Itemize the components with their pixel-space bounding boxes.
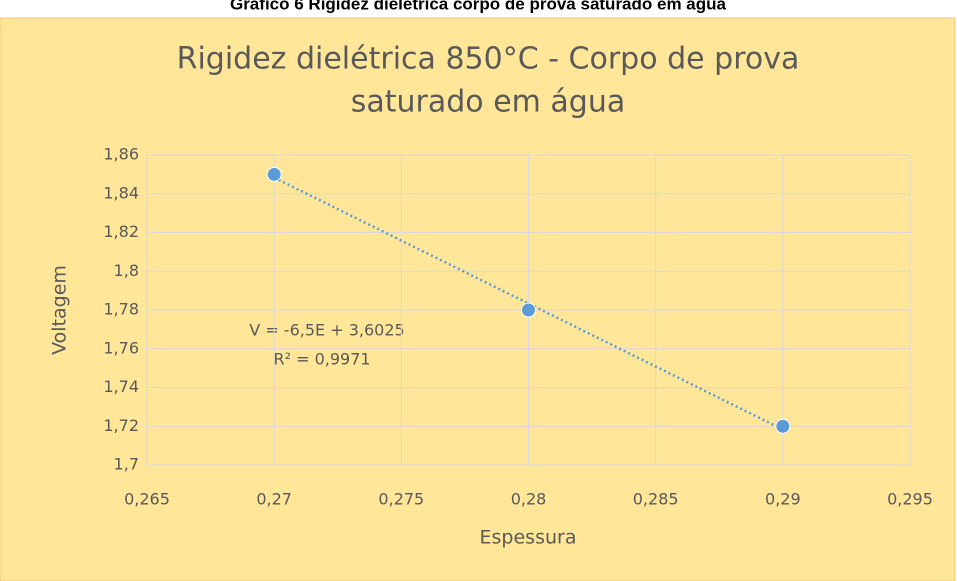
- data-point: [775, 418, 791, 434]
- x-tick-label: 0,265: [124, 490, 170, 509]
- data-point: [521, 302, 536, 318]
- y-tick-label: 1,76: [103, 338, 139, 357]
- x-tick-label: 0,28: [511, 490, 547, 509]
- annotation: R² = 0,9971: [273, 350, 370, 369]
- data-point: [266, 166, 282, 182]
- caption: Gráfico 6 Rigidez dielétrica corpo de pr…: [230, 0, 727, 13]
- chart-background: [0, 17, 956, 581]
- y-tick-label: 1,72: [103, 416, 139, 435]
- y-tick-label: 1,86: [103, 145, 139, 164]
- x-tick-label: 0,275: [378, 490, 424, 509]
- y-tick-label: 1,82: [103, 222, 139, 241]
- x-tick-label: 0,285: [633, 490, 679, 509]
- chart-title: saturado em água: [351, 85, 625, 120]
- x-tick-label: 0,27: [256, 490, 292, 509]
- x-axis-title: Espessura: [480, 527, 577, 549]
- y-tick-label: 1,78: [103, 300, 139, 319]
- y-tick-label: 1,74: [103, 377, 139, 396]
- y-axis-title: Voltagem: [49, 265, 71, 355]
- y-tick-label: 1,84: [103, 183, 139, 202]
- x-tick-label: 0,29: [765, 490, 801, 509]
- y-tick-label: 1,7: [114, 455, 139, 474]
- y-tick-label: 1,8: [114, 261, 139, 280]
- x-tick-label: 0,295: [887, 490, 933, 509]
- chart-title: Rigidez dielétrica 850°C - Corpo de prov…: [177, 42, 800, 77]
- annotation: V = -6,5E + 3,6025: [249, 321, 404, 340]
